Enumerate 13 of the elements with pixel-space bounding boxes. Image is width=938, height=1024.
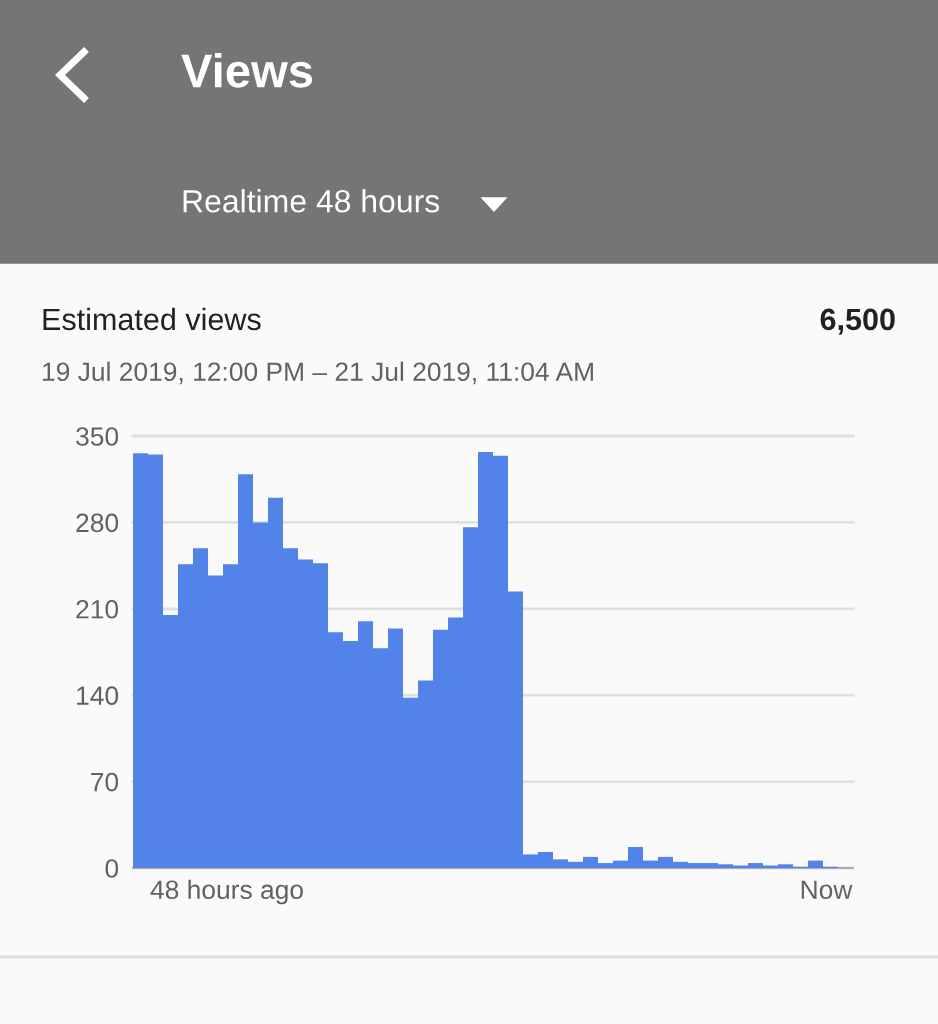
y-tick-label: 140 (77, 686, 119, 706)
text: 19 Jul 2019, 12:00 PM – 21 Jul 2019, 11:04 AM (43, 361, 593, 385)
text: Now (801, 880, 853, 900)
text: 6,500 (820, 308, 895, 335)
y-tick-label: 280 (76, 513, 119, 533)
chart-subtitle: Realtime 48 hours (183, 189, 440, 213)
text: Estimated views (43, 307, 261, 331)
y-tick-label: 0 (105, 859, 119, 878)
y-tick-label: 210 (76, 599, 119, 619)
chart-title: Views (181, 52, 313, 88)
y-tick-label: 70 (91, 772, 119, 792)
y-tick-label: 350 (76, 427, 119, 446)
text: 48 hours ago (150, 879, 303, 905)
